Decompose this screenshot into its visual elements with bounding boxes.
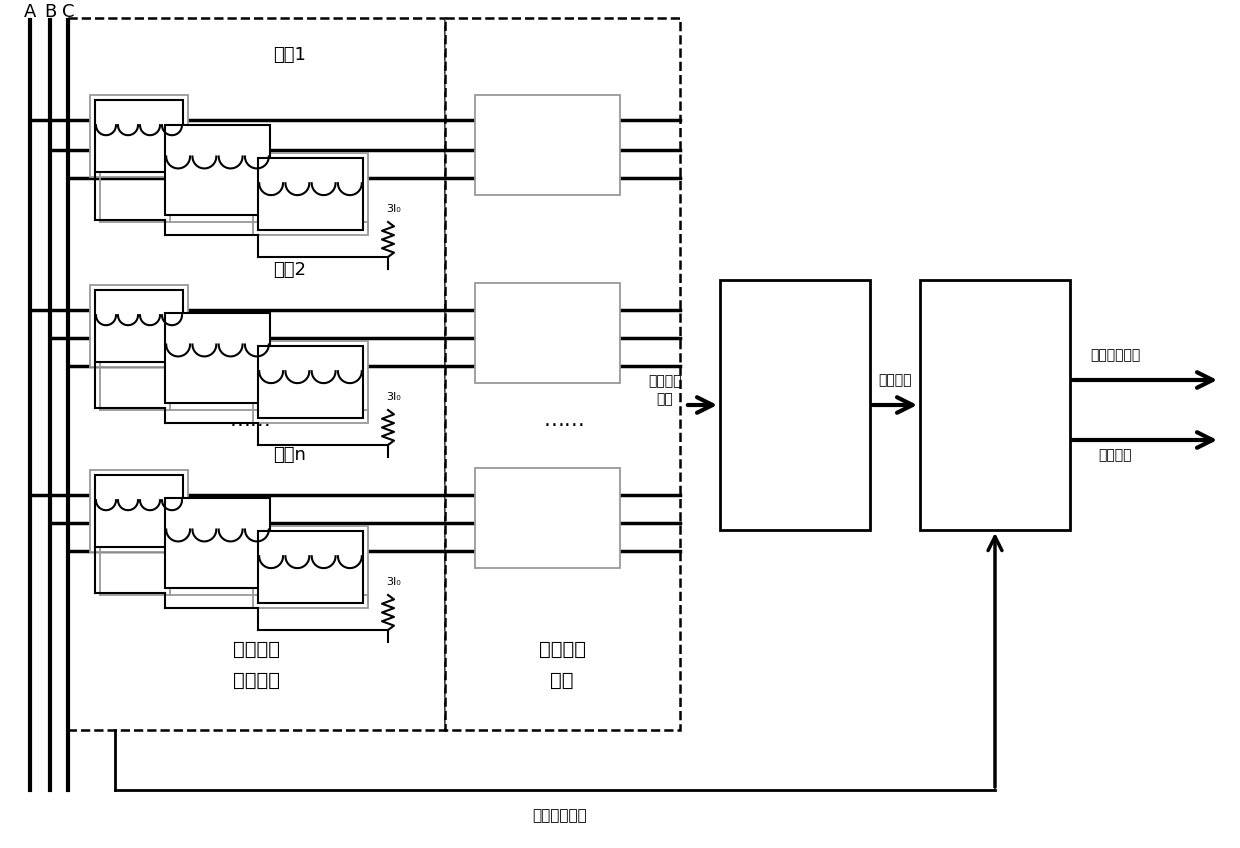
Text: 线路n: 线路n — [274, 446, 306, 464]
Text: 线艗2: 线艗2 — [274, 261, 306, 279]
Bar — [258, 158, 363, 230]
Bar — [253, 526, 368, 608]
Bar — [720, 280, 870, 530]
Bar — [475, 468, 620, 568]
Bar — [258, 531, 363, 603]
Text: 上位机: 上位机 — [975, 395, 1016, 415]
Text: A: A — [24, 3, 36, 21]
Bar — [253, 153, 368, 235]
Bar — [95, 100, 184, 172]
Text: 完成故障选线: 完成故障选线 — [1090, 348, 1140, 362]
Bar — [475, 95, 620, 195]
Text: 电压
采集装置: 电压 采集装置 — [529, 127, 565, 163]
Text: ……: …… — [229, 410, 270, 430]
Text: 3I₀: 3I₀ — [386, 204, 401, 214]
Bar — [165, 125, 270, 215]
Bar — [91, 285, 188, 367]
Bar — [920, 280, 1070, 530]
Text: 零序电流
采集模块: 零序电流 采集模块 — [233, 640, 280, 690]
Text: 3I₀: 3I₀ — [386, 577, 401, 587]
Text: 电压
采集装置: 电压 采集装置 — [529, 500, 565, 535]
Text: 暂态电压
信号: 暂态电压 信号 — [649, 374, 682, 406]
Text: 启动信号: 启动信号 — [878, 373, 911, 387]
Text: ……: …… — [544, 410, 585, 430]
Bar — [445, 18, 680, 730]
Bar — [475, 283, 620, 383]
Text: 3I₀: 3I₀ — [386, 392, 401, 402]
Bar — [91, 470, 188, 552]
Bar — [95, 475, 184, 547]
Text: 零序电流信号: 零序电流信号 — [533, 808, 588, 823]
Bar — [165, 498, 270, 588]
Bar — [258, 346, 363, 418]
Text: 线路1: 线路1 — [274, 46, 306, 64]
Text: 电压采集
模块: 电压采集 模块 — [538, 640, 585, 690]
Bar — [165, 313, 270, 403]
Bar — [253, 341, 368, 423]
Text: 发出预警: 发出预警 — [1099, 448, 1132, 462]
Bar — [68, 18, 445, 730]
Text: 电压
采集装置: 电压 采集装置 — [529, 315, 565, 350]
Bar — [95, 290, 184, 362]
Bar — [91, 95, 188, 177]
Text: C: C — [62, 3, 74, 21]
Text: B: B — [43, 3, 56, 21]
Text: 数据
处理模
块: 数据 处理模 块 — [775, 362, 815, 448]
